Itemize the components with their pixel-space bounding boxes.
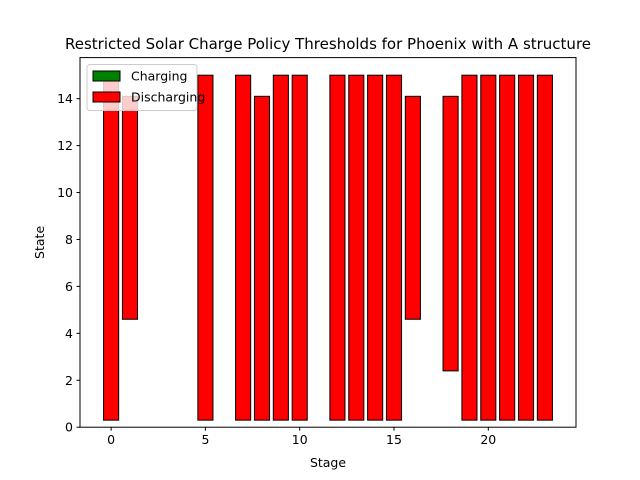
discharging-bar-20 bbox=[480, 74, 497, 421]
y-tick-label: 4 bbox=[65, 326, 73, 341]
legend-label-discharging: Discharging bbox=[131, 90, 205, 105]
discharging-bar-12 bbox=[329, 74, 346, 421]
y-tick-label: 6 bbox=[65, 279, 73, 294]
discharging-bar-1 bbox=[121, 95, 139, 320]
discharging-bar-8 bbox=[253, 95, 271, 421]
x-ticks: 0 5 10 15 20 bbox=[107, 427, 496, 447]
legend: Charging Discharging bbox=[86, 64, 205, 111]
plot-frame bbox=[79, 57, 577, 428]
discharging-bar-16 bbox=[404, 95, 421, 320]
x-axis-label: Stage bbox=[310, 455, 346, 470]
y-tick-label: 14 bbox=[57, 91, 73, 106]
discharging-bar-9 bbox=[272, 74, 289, 421]
discharging-bar-21 bbox=[499, 74, 516, 421]
discharging-bar-14 bbox=[367, 74, 384, 421]
y-tick-label: 10 bbox=[57, 185, 73, 200]
bars-group bbox=[103, 74, 553, 421]
y-tick-label: 8 bbox=[65, 232, 73, 247]
legend-swatch-discharging bbox=[92, 91, 121, 103]
legend-swatch-charging bbox=[92, 70, 121, 82]
discharging-bar-19 bbox=[461, 74, 478, 421]
y-tick-label: 0 bbox=[65, 420, 73, 435]
legend-label-charging: Charging bbox=[131, 69, 188, 84]
chart-title: Restricted Solar Charge Policy Threshold… bbox=[65, 35, 591, 53]
discharging-bar-5 bbox=[197, 74, 214, 421]
y-tick-label: 12 bbox=[57, 138, 73, 153]
x-tick-label: 5 bbox=[201, 432, 209, 447]
discharging-bar-18 bbox=[442, 95, 459, 372]
discharging-bar-13 bbox=[348, 74, 365, 421]
discharging-bar-0 bbox=[103, 74, 120, 421]
discharging-bar-15 bbox=[385, 74, 403, 421]
x-tick-label: 20 bbox=[480, 432, 496, 447]
discharging-bar-23 bbox=[536, 74, 553, 421]
discharging-bar-22 bbox=[517, 74, 535, 421]
axes-group bbox=[79, 57, 577, 428]
x-tick-label: 15 bbox=[386, 432, 402, 447]
y-tick-label: 2 bbox=[65, 373, 73, 388]
discharging-bar-7 bbox=[235, 74, 252, 421]
y-ticks: 0 2 4 6 8 10 12 14 bbox=[57, 91, 80, 435]
x-tick-label: 0 bbox=[107, 432, 115, 447]
y-axis-label: State bbox=[32, 226, 47, 259]
discharging-bar-10 bbox=[291, 74, 308, 421]
x-tick-label: 10 bbox=[292, 432, 308, 447]
